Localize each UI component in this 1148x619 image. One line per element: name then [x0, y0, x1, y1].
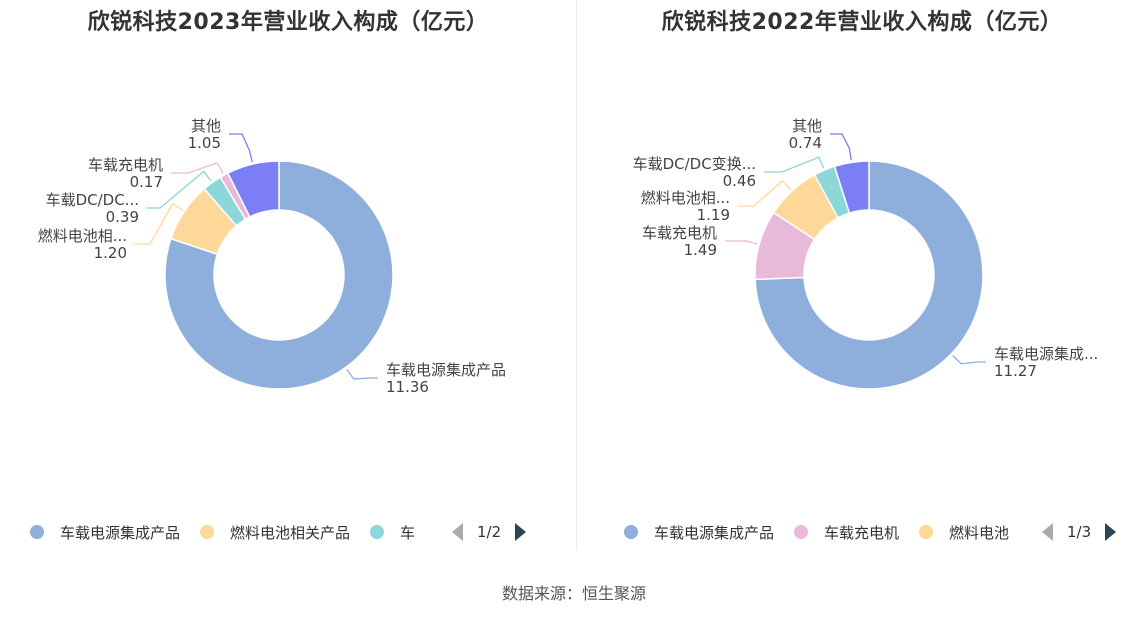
slice-label: 其他	[191, 117, 221, 135]
slice-value-label: 0.17	[130, 173, 163, 191]
label-leader-line	[725, 240, 758, 245]
legend-label: 燃料电池	[949, 523, 1010, 542]
slice-value-label: 1.05	[188, 134, 221, 152]
legend-item[interactable]: 燃料电池	[919, 522, 1009, 543]
legend-label: 车载电源集成产品	[654, 523, 775, 542]
panel-divider	[576, 0, 577, 550]
label-leader-line	[346, 368, 378, 380]
slice-value-label: 11.36	[386, 378, 429, 396]
slice-value-label: 1.19	[697, 206, 730, 224]
chart-panel-2023: 欣锐科技2023年营业收入构成（亿元） 车载电源集成产品 11.36 燃料电池相..…	[0, 0, 576, 550]
legend-swatch	[794, 525, 809, 539]
slice-label: 其他	[792, 117, 822, 135]
slice-label: 车载充电机	[88, 156, 163, 174]
slice-label: 车载充电机	[642, 224, 717, 242]
legend-item[interactable]: 燃料电池相关产品	[200, 522, 350, 543]
label-leader-line	[952, 354, 986, 365]
legend: 车载电源集成产品 车载充电机 燃料电池 1/3	[576, 518, 1148, 546]
legend-label: 燃料电池相关产品	[230, 523, 351, 542]
chart-title: 欣锐科技2023年营业收入构成（亿元）	[87, 10, 489, 35]
pie-slice[interactable]	[226, 160, 280, 218]
legend-label: 车载电源集成产品	[60, 523, 181, 542]
legend-pager: 1/3	[1042, 518, 1117, 546]
next-page-icon[interactable]	[515, 523, 527, 541]
slice-label: 车载电源集成产品	[386, 361, 506, 379]
legend-swatch	[370, 525, 385, 539]
slice-label: 燃料电池相...	[641, 189, 730, 207]
pie-slice[interactable]	[164, 160, 394, 390]
legend-item[interactable]: 车载充电机	[794, 522, 899, 543]
label-leader-line	[229, 133, 253, 163]
pie-slice[interactable]	[754, 160, 984, 390]
legend-page-indicator: 1/2	[477, 523, 502, 541]
legend-swatch	[624, 525, 638, 539]
legend-item[interactable]: 车载电源集成产品	[30, 522, 180, 543]
legend-swatch	[919, 525, 934, 539]
slice-value-label: 1.49	[684, 241, 717, 259]
chart-title: 欣锐科技2022年营业收入构成（亿元）	[661, 10, 1063, 35]
slice-value-label: 0.74	[789, 134, 822, 152]
slice-label: 车载DC/DC变换...	[633, 155, 756, 173]
slice-value-label: 0.46	[723, 172, 756, 190]
label-leader-line	[171, 162, 224, 174]
slice-value-label: 1.20	[94, 244, 127, 262]
legend-pager: 1/2	[452, 518, 527, 546]
label-leader-line	[738, 179, 791, 207]
label-leader-line	[764, 156, 825, 173]
legend-page-indicator: 1/3	[1067, 523, 1092, 541]
slice-label: 车载DC/DC...	[46, 191, 139, 209]
label-leader-line	[830, 133, 852, 161]
data-source-note: 数据来源：恒生聚源	[501, 584, 646, 603]
slice-label: 车载电源集成...	[994, 345, 1098, 363]
legend-label: 车	[400, 523, 416, 542]
slice-value-label: 0.39	[106, 208, 139, 226]
slice-label: 燃料电池相...	[38, 227, 127, 245]
legend-label: 车载充电机	[824, 523, 900, 542]
label-leader-line	[135, 202, 184, 245]
pie-slice[interactable]	[833, 160, 870, 214]
label-leader-line	[147, 170, 212, 209]
legend-item[interactable]: 车	[370, 522, 415, 543]
legend-swatch	[200, 525, 215, 539]
prev-page-icon[interactable]	[1042, 523, 1053, 541]
prev-page-icon[interactable]	[452, 523, 463, 541]
slice-value-label: 11.27	[994, 362, 1037, 380]
legend-item[interactable]: 车载电源集成产品	[624, 522, 774, 543]
next-page-icon[interactable]	[1105, 523, 1117, 541]
chart-panel-2022: 欣锐科技2022年营业收入构成（亿元） 车载电源集成... 11.27 车载充电机 1…	[576, 0, 1148, 550]
legend: 车载电源集成产品 燃料电池相关产品 车 1/2	[0, 518, 576, 546]
legend-swatch	[30, 525, 44, 539]
